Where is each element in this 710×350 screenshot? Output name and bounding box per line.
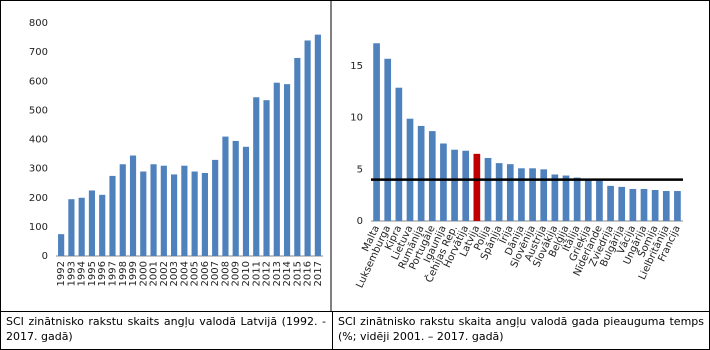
bar (562, 175, 570, 221)
bar (540, 169, 548, 221)
bar (428, 131, 436, 221)
caption: SCI zinātnisko rakstu skaita angļu valod… (332, 312, 709, 349)
x-tick-label: 2013 (272, 261, 283, 286)
x-tick-label: 2016 (303, 261, 314, 286)
bar (440, 143, 447, 221)
bar (451, 149, 458, 221)
bar (506, 164, 514, 221)
y-tick-label: 5 (357, 164, 363, 175)
x-tick-label: 1995 (87, 261, 98, 286)
bar (384, 58, 392, 222)
y-tick-label: 500 (29, 105, 48, 116)
x-tick-label: 1992 (56, 261, 67, 286)
y-tick-label: 15 (350, 61, 363, 72)
y-tick-label: 0 (42, 251, 48, 262)
x-tick-label: 2007 (210, 261, 221, 286)
bar (518, 168, 525, 221)
bar (129, 155, 137, 256)
x-tick-label: 2011 (251, 261, 262, 286)
bar (181, 165, 188, 256)
bar (68, 199, 75, 256)
bar (462, 150, 470, 221)
bar (263, 100, 270, 257)
bar (253, 97, 260, 256)
bar (629, 188, 637, 221)
bar (607, 185, 614, 221)
y-tick-label: 300 (29, 164, 48, 175)
bar (171, 174, 178, 256)
bar (99, 194, 106, 256)
bar (109, 175, 116, 256)
bar (314, 34, 321, 257)
bar (140, 171, 147, 256)
bar (495, 163, 503, 221)
bar (88, 190, 96, 256)
bar (662, 191, 670, 221)
x-tick-label: 2014 (282, 261, 293, 286)
bar (551, 174, 559, 221)
bar (222, 136, 229, 256)
bar (160, 165, 167, 256)
y-tick-label: 0 (357, 216, 363, 227)
bar (406, 118, 414, 221)
bar (304, 40, 311, 256)
x-tick-label: 2017 (313, 261, 324, 286)
x-tick-label: 2000 (138, 261, 149, 286)
bar (150, 164, 157, 256)
x-tick-label: 2004 (179, 261, 190, 286)
x-tick-label: 2002 (159, 261, 170, 286)
x-tick-label: 1998 (118, 261, 129, 286)
bar (119, 164, 126, 256)
bar (201, 172, 208, 256)
x-tick-label: 2008 (220, 261, 231, 286)
x-tick-label: 2015 (292, 261, 303, 286)
y-tick-label: 700 (29, 47, 48, 58)
bar (232, 140, 239, 256)
y-tick-label: 100 (29, 222, 48, 233)
x-tick-label: 2005 (190, 261, 201, 286)
bar (417, 125, 425, 221)
bar (212, 159, 219, 256)
y-tick-label: 800 (29, 18, 48, 29)
bar (529, 168, 536, 221)
x-tick-label: 2010 (241, 261, 252, 286)
bar (473, 153, 481, 221)
x-tick-label: 1996 (97, 261, 108, 286)
x-tick-label: 1997 (107, 261, 118, 286)
bar (640, 188, 648, 221)
x-tick-label: 2001 (149, 261, 160, 286)
bar (373, 43, 380, 222)
bar (651, 190, 659, 221)
y-tick-label: 10 (350, 113, 363, 124)
bar (584, 179, 592, 221)
bar (596, 180, 603, 221)
x-tick-label: 2003 (169, 261, 180, 286)
caption: SCI zinātnisko rakstu skaits angļu valod… (6, 315, 326, 343)
x-tick-label: 2009 (231, 261, 242, 286)
bar (618, 186, 626, 221)
x-tick-label: 1994 (77, 261, 88, 286)
bar (573, 177, 581, 221)
x-tick-label: 2006 (200, 261, 211, 286)
bar (191, 171, 198, 256)
x-tick-label: 1993 (66, 261, 77, 286)
bar (58, 234, 65, 256)
y-tick-label: 600 (29, 76, 48, 87)
bar (294, 57, 301, 257)
bar (484, 157, 492, 221)
y-tick-label: 400 (29, 135, 48, 146)
x-tick-label: 1999 (128, 261, 139, 286)
bar (78, 197, 85, 256)
bar (242, 146, 250, 256)
bar (395, 87, 403, 221)
bar (674, 191, 681, 221)
y-tick-label: 200 (29, 193, 48, 204)
bar (283, 84, 291, 256)
x-tick-label: 2012 (262, 261, 273, 286)
bar (273, 82, 280, 256)
